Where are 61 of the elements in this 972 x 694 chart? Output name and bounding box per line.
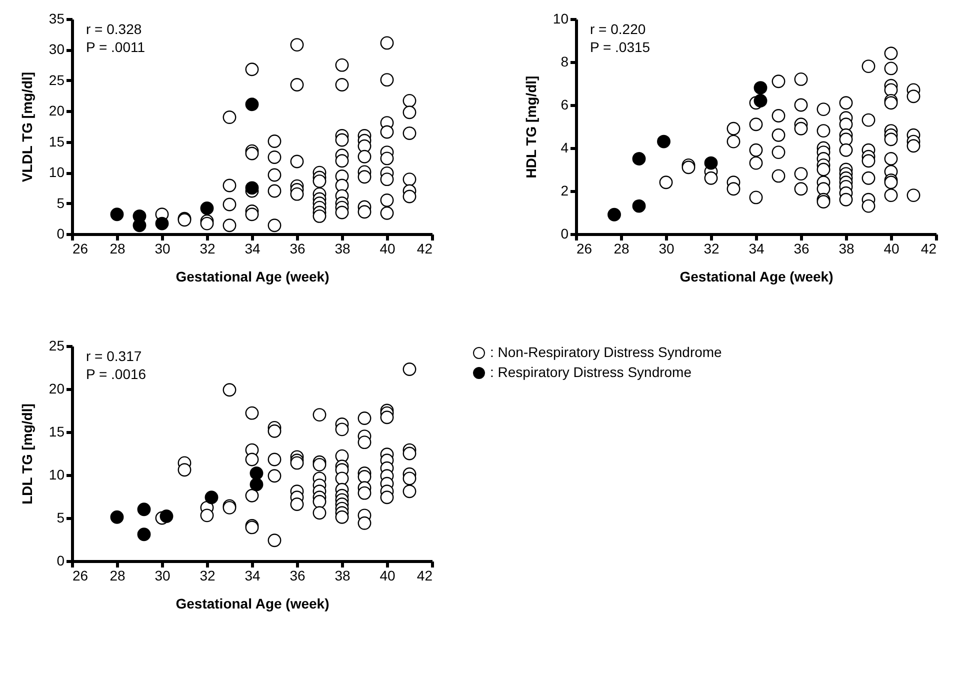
y-tick-label: 20 — [48, 380, 65, 396]
annotation: r = 0.317 — [86, 348, 142, 364]
y-axis-title: LDL TG [mg/dl] — [18, 404, 35, 504]
y-tick-label: 35 — [48, 10, 65, 26]
annotation: r = 0.220 — [590, 21, 646, 37]
x-tick-label: 38 — [334, 240, 350, 256]
x-tick-label: 38 — [334, 568, 350, 584]
y-axis-title: VLDL TG [mg/dl] — [18, 72, 35, 182]
annotation: r = 0.328 — [86, 21, 142, 37]
x-tick-label: 26 — [72, 568, 88, 584]
x-tick-label: 30 — [154, 240, 170, 256]
y-tick-label: 10 — [552, 10, 569, 26]
x-tick-label: 42 — [920, 240, 937, 256]
x-tick-label: 34 — [748, 240, 764, 256]
annotation: P = .0011 — [86, 39, 146, 55]
x-tick-label: 32 — [200, 568, 216, 584]
x-tick-label: 42 — [416, 568, 433, 584]
x-tick-label: 32 — [704, 240, 720, 256]
y-tick-label: 25 — [48, 338, 65, 354]
y-axis-title: HDL TG [mg/dl] — [522, 76, 539, 178]
x-axis-title: Gestational Age (week) — [176, 268, 330, 284]
y-tick-label: 0 — [56, 226, 65, 242]
y-tick-label: 20 — [48, 102, 65, 119]
y-tick-label: 25 — [48, 72, 65, 88]
x-tick-label: 26 — [72, 240, 88, 256]
y-tick-label: 2 — [560, 182, 569, 198]
x-tick-label: 28 — [110, 568, 126, 584]
x-tick-label: 36 — [290, 568, 306, 584]
x-tick-label: 36 — [290, 240, 306, 256]
x-tick-label: 26 — [576, 240, 592, 256]
y-tick-label: 8 — [560, 54, 569, 70]
x-tick-label: 32 — [200, 240, 216, 256]
y-tick-label: 5 — [56, 510, 65, 526]
x-tick-label: 38 — [838, 240, 854, 256]
x-tick-label: 36 — [794, 240, 810, 256]
x-tick-label: 34 — [244, 240, 260, 256]
y-tick-label: 0 — [56, 552, 65, 568]
y-tick-label: 0 — [560, 226, 569, 242]
x-tick-label: 40 — [380, 568, 396, 584]
x-tick-label: 34 — [244, 568, 260, 584]
y-tick-label: 6 — [560, 96, 569, 112]
x-axis-title: Gestational Age (week) — [176, 596, 330, 612]
x-tick-label: 28 — [614, 240, 630, 256]
y-tick-label: 10 — [48, 466, 65, 482]
annotation: P = .0315 — [590, 39, 650, 55]
legend-label: : Respiratory Distress Syndrome — [490, 364, 692, 380]
y-tick-label: 10 — [48, 164, 65, 180]
x-tick-label: 40 — [884, 240, 900, 256]
annotation: P = .0016 — [86, 366, 146, 382]
x-tick-label: 30 — [154, 568, 170, 584]
legend-label: : Non-Respiratory Distress Syndrome — [490, 344, 722, 360]
x-tick-label: 42 — [416, 240, 433, 256]
y-tick-label: 4 — [560, 140, 569, 156]
y-tick-label: 5 — [56, 194, 65, 211]
y-tick-label: 15 — [48, 133, 65, 150]
x-axis-title: Gestational Age (week) — [680, 268, 834, 284]
x-tick-label: 30 — [658, 240, 674, 256]
y-tick-label: 15 — [48, 424, 65, 440]
y-tick-label: 30 — [48, 41, 65, 58]
x-tick-label: 40 — [380, 240, 396, 256]
x-tick-label: 28 — [110, 240, 126, 256]
